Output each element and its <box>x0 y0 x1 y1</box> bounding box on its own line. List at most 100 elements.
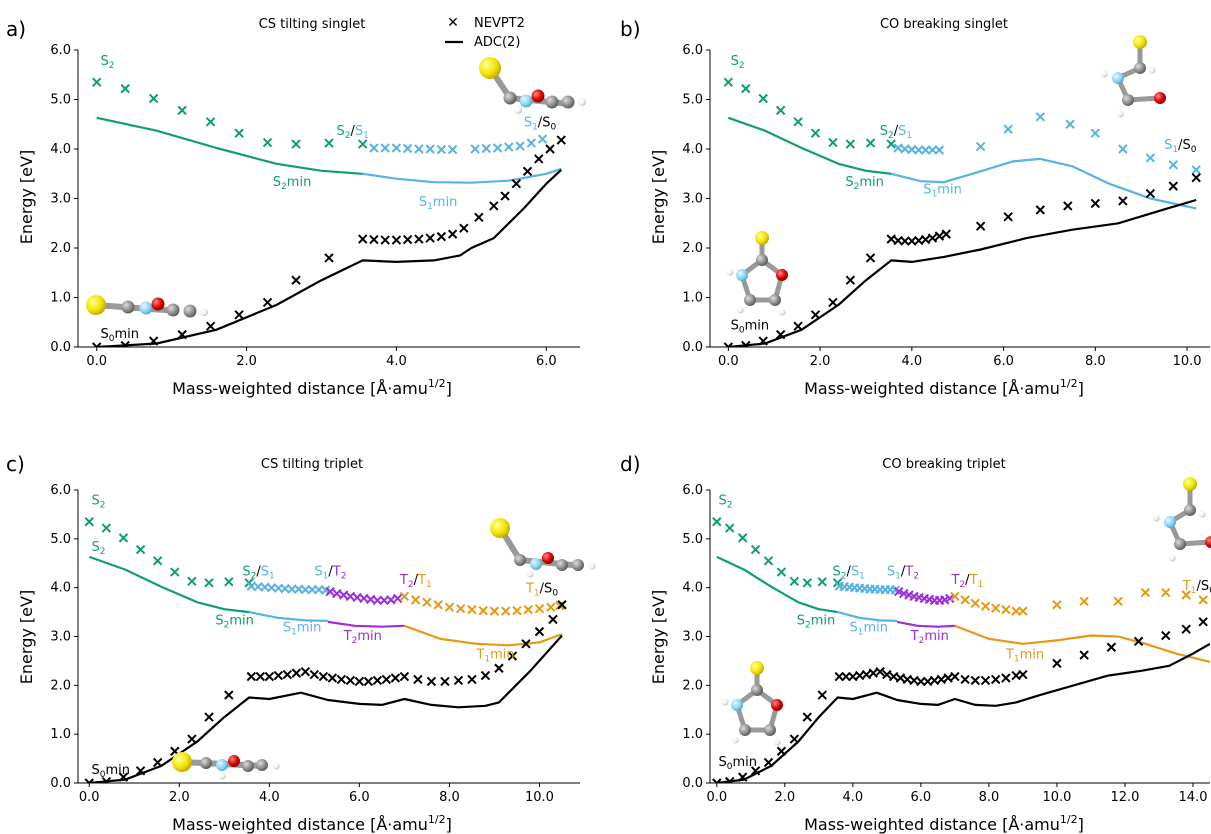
data-point-S0 <box>84 778 94 783</box>
data-point-S2 <box>845 139 856 149</box>
data-point-S1 <box>425 144 435 154</box>
data-point-S2 <box>324 138 334 148</box>
panel-c: c) CS tilting triplet 0.0 1.0 2.0 3.0 4.0 5.0… <box>6 452 596 834</box>
state-label: S2 <box>100 54 114 71</box>
data-point-S0 <box>941 229 951 239</box>
data-point-T2 <box>372 595 383 606</box>
data-point-S0 <box>741 340 751 347</box>
state-label: S0min <box>92 763 131 780</box>
state-label: S1min <box>923 183 962 200</box>
x-tick-label: 0.0 <box>79 790 100 805</box>
data-point-S0 <box>255 671 266 682</box>
data-point-S0 <box>453 675 464 686</box>
data-point-S0 <box>447 229 458 239</box>
data-point-T1 <box>546 602 556 612</box>
state-label: S1/T2 <box>887 564 919 581</box>
data-point-S1 <box>470 144 480 154</box>
data-point-T1 <box>1079 596 1089 607</box>
state-label: S2/S1 <box>242 564 274 581</box>
data-point-S0 <box>1018 669 1028 680</box>
state-label: T1min <box>475 647 514 664</box>
data-point-T1 <box>478 605 488 616</box>
data-point-S0 <box>372 675 383 686</box>
x-tick-label: 4.0 <box>843 790 864 805</box>
state-label: S2min <box>845 175 884 192</box>
panel-a: a) CS tilting singlet 0.0 1.0 2.0 3.0 4.0 5.0… <box>6 15 586 398</box>
state-label: T1/S0 <box>1182 579 1211 596</box>
data-point-S0 <box>1181 624 1191 634</box>
data-point-S1 <box>1168 160 1179 170</box>
data-point-S0 <box>327 673 338 683</box>
data-point-S0 <box>324 253 334 263</box>
state-label: S2/S1 <box>832 564 864 581</box>
data-point-S2 <box>224 577 234 587</box>
plot-area: 0.0 1.0 2.0 3.0 4.0 5.0 6.0 0.0 2.0 4.0 6.0 8.0 10.0… <box>682 43 1210 369</box>
data-point-S0 <box>92 342 102 347</box>
data-point-S2 <box>789 576 800 587</box>
data-point-S0 <box>380 235 390 245</box>
x-tick-label: 8.0 <box>439 790 460 805</box>
y-tick-label: 0.0 <box>682 776 703 791</box>
y-axis-label: Energy [eV] <box>17 590 36 684</box>
data-point-T2 <box>945 593 955 604</box>
data-point-S2 <box>148 93 159 104</box>
series-layer <box>92 77 566 347</box>
series-line-S0 <box>89 634 563 783</box>
state-label: S1/S0 <box>524 116 557 133</box>
data-point-S1 <box>300 584 311 595</box>
legend-cross-marker: ✕ <box>447 15 459 31</box>
state-label: S2 <box>92 494 106 511</box>
data-point-S1 <box>402 143 413 154</box>
data-point-S0 <box>991 674 1001 685</box>
state-label: S1/S0 <box>1164 138 1197 155</box>
data-point-S0 <box>224 690 234 700</box>
y-axis-label: Energy [eV] <box>649 590 668 684</box>
data-point-S1 <box>1003 124 1013 134</box>
data-point-T1 <box>980 601 991 611</box>
data-point-S0 <box>459 223 469 233</box>
data-point-S0 <box>414 234 424 244</box>
x-tick-label: 2.0 <box>774 790 795 805</box>
state-label: S2min <box>215 613 254 630</box>
data-point-S0 <box>246 671 257 682</box>
data-point-S1 <box>1145 153 1156 163</box>
data-point-T2 <box>386 595 396 605</box>
molecule-image <box>1100 35 1166 118</box>
molecule-image <box>172 752 280 780</box>
data-point-S0 <box>436 231 447 242</box>
data-point-S2 <box>135 544 146 555</box>
data-point-S2 <box>84 517 94 527</box>
state-label: S2 <box>719 494 733 511</box>
panel-label: a) <box>6 17 26 41</box>
data-point-S0 <box>750 766 761 776</box>
data-point-S0 <box>927 233 938 243</box>
data-point-S0 <box>264 671 275 682</box>
molecule-image <box>721 661 783 746</box>
data-point-S0 <box>1133 636 1144 647</box>
data-point-S0 <box>1106 642 1117 652</box>
data-point-T2 <box>332 588 342 599</box>
molecule-image <box>86 295 208 318</box>
legend-label: ADC(2) <box>474 35 520 50</box>
data-point-S2 <box>204 578 214 588</box>
y-tick-label: 4.0 <box>50 142 71 157</box>
data-point-S0 <box>300 666 311 677</box>
data-point-S0 <box>758 336 768 346</box>
data-point-T1 <box>534 603 545 614</box>
data-point-S0 <box>868 668 878 678</box>
data-point-S0 <box>817 690 827 700</box>
data-point-S0 <box>522 166 533 176</box>
data-point-S0 <box>369 234 379 245</box>
data-point-S1 <box>914 145 924 155</box>
x-tick-label: 6.0 <box>993 354 1014 369</box>
state-label: S0min <box>731 319 770 336</box>
data-point-S0 <box>521 639 531 649</box>
series-line-S2 <box>727 116 892 175</box>
data-point-S0 <box>345 675 356 686</box>
data-point-S0 <box>1090 198 1101 209</box>
data-point-S2 <box>291 139 301 149</box>
data-point-S2 <box>152 556 163 566</box>
data-point-S0 <box>920 234 931 245</box>
data-point-S0 <box>467 674 477 685</box>
series-layer <box>84 517 567 783</box>
